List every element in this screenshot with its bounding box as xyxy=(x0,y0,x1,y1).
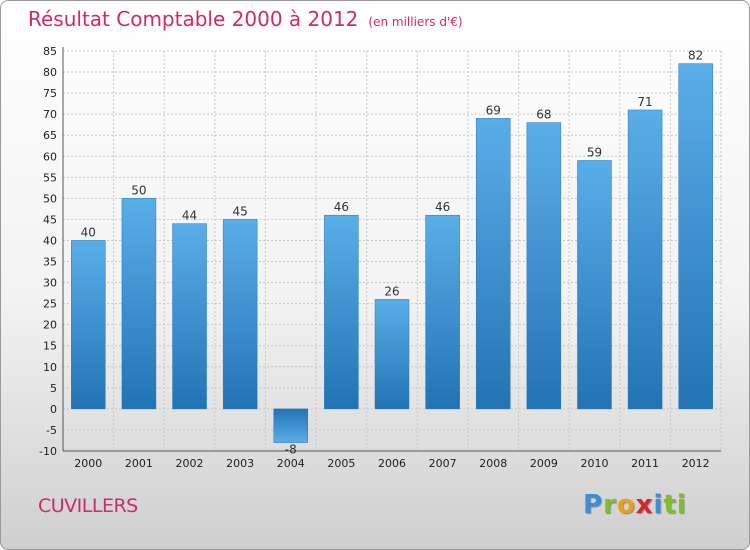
bar[interactable] xyxy=(678,63,713,410)
bar[interactable] xyxy=(374,299,410,410)
y-tick-label: 70 xyxy=(43,108,57,121)
bar[interactable] xyxy=(425,214,460,410)
bar[interactable] xyxy=(71,240,106,410)
data-label: 68 xyxy=(536,108,551,122)
logo-letter: i xyxy=(653,490,664,520)
y-tick-label: -10 xyxy=(39,445,57,458)
y-tick-label: 40 xyxy=(43,234,57,247)
bar[interactable] xyxy=(222,219,258,410)
axis-layer: -10 -5 0 5 10 15 20 25 30 35 40 45 50 55 60 65 70 75 80 85 xyxy=(39,45,721,458)
data-label: 40 xyxy=(81,225,96,239)
y-tick-label: 65 xyxy=(43,129,57,142)
proxiti-logo[interactable]: Proxiti xyxy=(583,490,687,520)
y-tick-label: 85 xyxy=(43,45,57,58)
y-tick-label: 10 xyxy=(43,361,57,374)
x-tick-label: 2008 xyxy=(479,457,507,470)
y-tick-label: 50 xyxy=(43,192,57,205)
y-tick-label: -5 xyxy=(46,424,57,437)
label-layer: 2000 40 2001 50 2002 44 2003 45 2004-8 2005 46 2006… xyxy=(74,49,709,470)
data-label: 69 xyxy=(486,103,501,117)
logo-letter: r xyxy=(603,490,617,520)
bar[interactable] xyxy=(172,223,207,410)
logo-letter: P xyxy=(583,490,604,520)
data-label: 82 xyxy=(688,49,703,63)
data-label: 46 xyxy=(334,200,349,214)
chart-title-main: Résultat Comptable 2000 à 2012 xyxy=(28,7,359,31)
y-tick-label: 75 xyxy=(43,87,57,100)
y-tick-label: 5 xyxy=(50,382,57,395)
bar[interactable] xyxy=(577,160,612,410)
y-tick-label: 60 xyxy=(43,150,57,163)
bar[interactable] xyxy=(627,109,663,410)
bar[interactable] xyxy=(324,214,359,410)
x-tick-label: 2001 xyxy=(125,457,153,470)
bar[interactable] xyxy=(121,198,157,410)
data-label: 26 xyxy=(384,284,399,298)
x-tick-label: 2002 xyxy=(176,457,204,470)
x-tick-label: 2009 xyxy=(530,457,558,470)
x-tick-label: 2000 xyxy=(74,457,102,470)
data-label: 50 xyxy=(131,183,146,197)
x-tick-label: 2012 xyxy=(682,457,710,470)
chart-title-unit: (en milliers d'€) xyxy=(368,15,463,29)
bar[interactable] xyxy=(526,122,562,410)
bar[interactable] xyxy=(475,118,511,410)
y-tick-label: 25 xyxy=(43,298,57,311)
logo-letter: ti xyxy=(663,490,687,520)
data-label: 44 xyxy=(182,209,197,223)
y-tick-label: 80 xyxy=(43,66,57,79)
y-tick-label: 0 xyxy=(50,403,57,416)
y-tick-label: 20 xyxy=(43,319,57,332)
data-label: 46 xyxy=(435,200,450,214)
y-tick-label: 30 xyxy=(43,277,57,290)
y-tick-label: 15 xyxy=(43,340,57,353)
bar-layer xyxy=(71,63,713,443)
y-tick-label: 45 xyxy=(43,213,57,226)
x-tick-label: 2006 xyxy=(378,457,406,470)
x-tick-label: 2005 xyxy=(327,457,355,470)
location-name: CUVILLERS xyxy=(38,495,138,517)
bar[interactable] xyxy=(273,408,309,443)
chart-title: Résultat Comptable 2000 à 2012 (en millie… xyxy=(28,7,463,31)
x-tick-label: 2010 xyxy=(580,457,608,470)
y-tick-label: 55 xyxy=(43,171,57,184)
data-label: 45 xyxy=(233,204,248,218)
x-tick-label: 2007 xyxy=(429,457,457,470)
data-label: 59 xyxy=(587,145,602,159)
x-tick-label: 2004 xyxy=(277,457,305,470)
x-tick-label: 2003 xyxy=(226,457,254,470)
data-label: 71 xyxy=(637,95,652,109)
logo-letter: o xyxy=(616,490,636,520)
x-tick-label: 2011 xyxy=(631,457,659,470)
logo-letter: x xyxy=(635,490,654,520)
y-tick-label: 35 xyxy=(43,256,57,269)
data-label: -8 xyxy=(285,443,297,457)
